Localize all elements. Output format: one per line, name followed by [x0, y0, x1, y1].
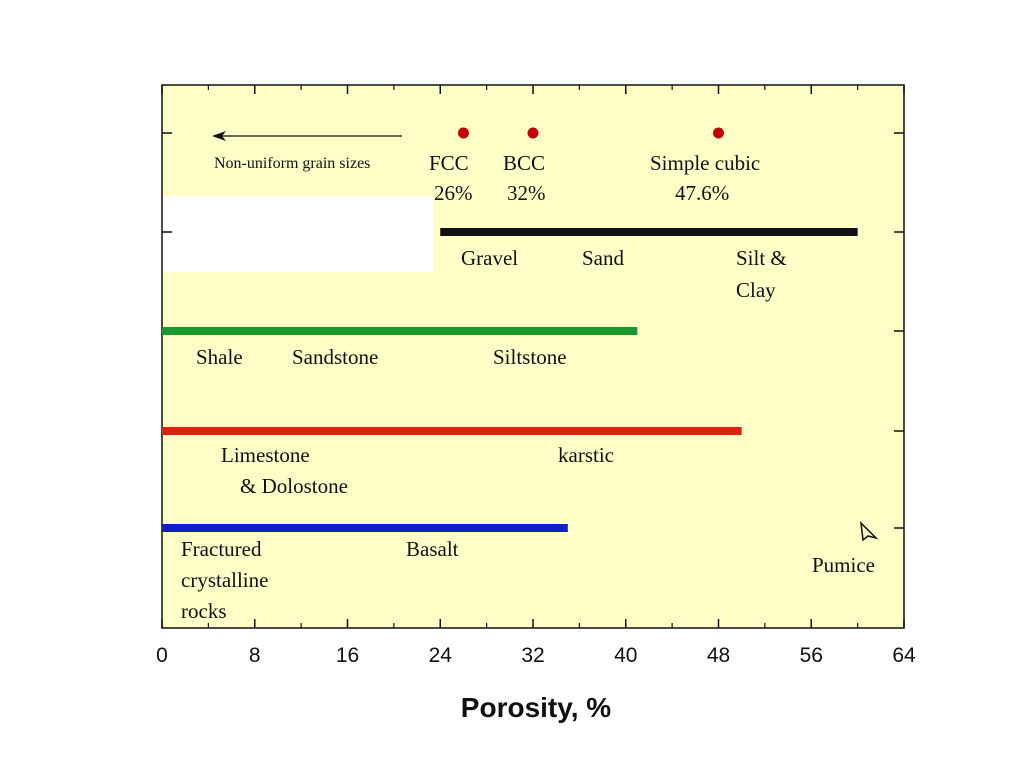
- note-nonuniform: Non-uniform grain sizes: [214, 155, 370, 172]
- packing-marker-fcc: [457, 127, 469, 139]
- x-tick-label: 64: [892, 644, 916, 667]
- label-fractured: Fractured: [181, 537, 262, 561]
- label-limestone: Limestone: [221, 443, 310, 467]
- range-bar-crystalline: [162, 524, 568, 532]
- legend-box-background: [163, 196, 433, 272]
- range-bar-carbonate: [162, 427, 742, 435]
- packing-markers: [457, 127, 724, 139]
- range-bar-clastic: [162, 327, 638, 335]
- simple-cubic-value: 47.6%: [675, 181, 729, 205]
- x-tick-label: 8: [249, 644, 261, 667]
- x-tick-label: 32: [521, 644, 544, 667]
- x-tick-label: 56: [800, 644, 823, 667]
- x-tick-labels: 0 8 16 24 32 40 48 56 64: [156, 644, 916, 667]
- left-arrow-icon: [212, 131, 226, 141]
- range-bars: [162, 228, 858, 532]
- simple-cubic-name: Simple cubic: [650, 151, 760, 175]
- x-axis-title: Porosity, %: [461, 692, 612, 723]
- fcc-name: FCC: [429, 151, 469, 175]
- x-tick-label: 40: [614, 644, 637, 667]
- label-pumice: Pumice: [812, 553, 875, 577]
- label-sandstone: Sandstone: [292, 345, 378, 369]
- x-tick-label: 24: [429, 644, 453, 667]
- x-ticks: [161, 85, 905, 628]
- x-tick-label: 16: [336, 644, 359, 667]
- label-clay: Clay: [736, 278, 776, 302]
- label-karstic: karstic: [558, 443, 614, 467]
- packing-marker-simple-cubic: [713, 127, 724, 139]
- label-sand: Sand: [582, 246, 625, 270]
- range-bar-unconsolidated: [440, 228, 858, 236]
- label-rocks: rocks: [181, 599, 227, 623]
- bcc-value: 32%: [507, 181, 546, 205]
- label-shale: Shale: [196, 345, 243, 369]
- x-tick-label: 0: [156, 644, 168, 667]
- label-gravel: Gravel: [461, 246, 518, 270]
- bcc-name: BCC: [503, 151, 545, 175]
- label-silt: Silt &: [736, 246, 787, 270]
- label-dolostone: & Dolostone: [240, 474, 348, 498]
- label-crystalline: crystalline: [181, 568, 268, 592]
- label-siltstone: Siltstone: [493, 345, 567, 369]
- x-tick-label: 48: [707, 644, 730, 667]
- plot-background: [162, 85, 904, 628]
- fcc-value: 26%: [434, 181, 473, 205]
- arrowhead-icon: [860, 520, 879, 542]
- packing-marker-bcc: [527, 127, 539, 139]
- label-basalt: Basalt: [406, 537, 459, 561]
